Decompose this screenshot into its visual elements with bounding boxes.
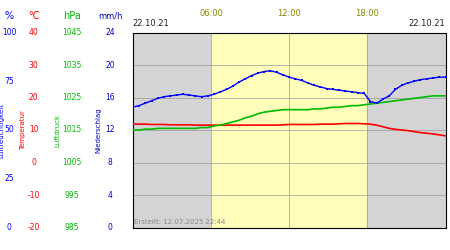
Text: 0: 0 xyxy=(108,223,112,232)
Text: Erstellt: 12.07.2025 22:44: Erstellt: 12.07.2025 22:44 xyxy=(134,219,225,225)
Bar xyxy=(367,32,446,228)
Text: 8: 8 xyxy=(108,158,112,167)
Text: Luftfeuchtigkeit: Luftfeuchtigkeit xyxy=(0,102,4,158)
Text: 100: 100 xyxy=(2,28,16,37)
Text: 22.10.21: 22.10.21 xyxy=(133,18,170,28)
Text: mm/h: mm/h xyxy=(98,12,122,21)
Text: 12:00: 12:00 xyxy=(277,8,301,18)
Text: -10: -10 xyxy=(27,190,40,200)
Text: 985: 985 xyxy=(65,223,79,232)
Bar xyxy=(133,32,211,228)
Text: 24: 24 xyxy=(105,28,115,37)
Text: 995: 995 xyxy=(65,190,79,200)
Text: 75: 75 xyxy=(4,77,14,86)
Text: 0: 0 xyxy=(32,158,36,167)
Text: Temperatur: Temperatur xyxy=(20,110,27,150)
Text: 12: 12 xyxy=(105,126,115,134)
Text: 0: 0 xyxy=(7,223,11,232)
Text: 40: 40 xyxy=(29,28,39,37)
Text: 22.10.21: 22.10.21 xyxy=(409,18,446,28)
Text: hPa: hPa xyxy=(63,11,81,21)
Text: 4: 4 xyxy=(108,190,112,200)
Bar xyxy=(211,32,367,228)
Text: 1025: 1025 xyxy=(63,93,81,102)
Text: Niederschlag: Niederschlag xyxy=(95,107,101,153)
Text: 06:00: 06:00 xyxy=(199,8,223,18)
Text: 25: 25 xyxy=(4,174,14,183)
Text: 20: 20 xyxy=(29,93,39,102)
Text: 30: 30 xyxy=(29,60,39,70)
Text: 1035: 1035 xyxy=(62,60,82,70)
Text: 1045: 1045 xyxy=(62,28,82,37)
Text: Luftdruck: Luftdruck xyxy=(54,114,61,146)
Text: -20: -20 xyxy=(27,223,40,232)
Text: 50: 50 xyxy=(4,126,14,134)
Text: 20: 20 xyxy=(105,60,115,70)
Text: 10: 10 xyxy=(29,126,39,134)
Text: 16: 16 xyxy=(105,93,115,102)
Text: 18:00: 18:00 xyxy=(356,8,379,18)
Text: 1015: 1015 xyxy=(63,126,81,134)
Text: %: % xyxy=(4,11,13,21)
Text: 1005: 1005 xyxy=(62,158,82,167)
Text: °C: °C xyxy=(28,11,40,21)
